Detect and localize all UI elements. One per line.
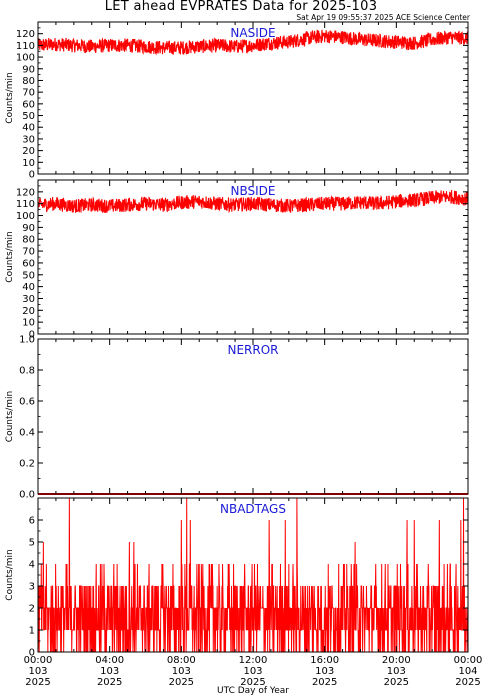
y-tick-label: 5 xyxy=(29,538,35,549)
y-tick-label: 80 xyxy=(22,76,35,87)
y-tick-label: 30 xyxy=(22,134,35,145)
y-tick-label: 30 xyxy=(22,294,35,305)
x-tick-label: 103 xyxy=(243,666,262,677)
x-tick-label: 2025 xyxy=(97,677,122,688)
y-axis-label: Counts/min xyxy=(5,549,15,600)
y-tick-label: 0.2 xyxy=(19,459,35,470)
y-tick-label: 50 xyxy=(22,111,35,122)
x-tick-label: 2025 xyxy=(25,677,50,688)
y-tick-label: 0 xyxy=(29,330,35,341)
y-tick-label: 0.6 xyxy=(19,397,35,408)
y-tick-label: 60 xyxy=(22,99,35,110)
x-tick-label: 20:00 xyxy=(382,655,411,666)
x-tick-label: 12:00 xyxy=(239,655,268,666)
y-tick-label: 90 xyxy=(22,64,35,75)
y-tick-label: 2 xyxy=(29,604,35,615)
panel-label-nbadtags: NBADTAGS xyxy=(220,502,286,516)
x-tick-label: 16:00 xyxy=(310,655,339,666)
x-tick-label: 103 xyxy=(387,666,406,677)
x-axis-label: UTC Day of Year xyxy=(217,686,289,696)
y-tick-label: 100 xyxy=(16,211,35,222)
series-line-nbadtags xyxy=(37,497,469,653)
y-tick-label: 40 xyxy=(22,123,35,134)
y-tick-label: 10 xyxy=(22,158,35,169)
y-tick-label: 110 xyxy=(16,199,35,210)
x-tick-label: 04:00 xyxy=(95,655,124,666)
y-tick-label: 60 xyxy=(22,258,35,269)
y-tick-label: 120 xyxy=(16,29,35,40)
y-tick-label: 3 xyxy=(29,582,35,593)
y-tick-label: 0.0 xyxy=(19,490,35,501)
x-tick-label: 00:00 xyxy=(24,655,53,666)
panel-nbadtags: 0 1 2 3 4 5 6 Counts/min NBADTAGS xyxy=(5,497,469,659)
y-tick-label: 80 xyxy=(22,235,35,246)
y-tick-label: 70 xyxy=(22,247,35,258)
panel-nerror: 0.0 0.2 0.4 0.6 0.8 1.0 Counts/min NERROR xyxy=(5,335,469,501)
y-tick-label: 0 xyxy=(29,648,35,659)
x-tick-label: 103 xyxy=(315,666,334,677)
x-tick-label: 103 xyxy=(28,666,47,677)
y-tick-label: 100 xyxy=(16,53,35,64)
y-axis-label: Counts/min xyxy=(5,391,15,442)
y-axis-label: Counts/min xyxy=(5,231,15,282)
x-tick-label: 2025 xyxy=(240,677,265,688)
y-tick-label: 0 xyxy=(29,170,35,181)
x-tick-label: 08:00 xyxy=(167,655,196,666)
y-tick-label: 50 xyxy=(22,270,35,281)
x-tick-label: 103 xyxy=(172,666,191,677)
panel-label-naside: NASIDE xyxy=(230,26,275,40)
x-tick-label: 2025 xyxy=(312,677,337,688)
y-axis-label: Counts/min xyxy=(5,72,15,123)
y-tick-label: 10 xyxy=(22,318,35,329)
y-tick-label: 20 xyxy=(22,146,35,157)
y-tick-label: 0.8 xyxy=(19,366,35,377)
y-tick-label: 0.4 xyxy=(19,428,35,439)
panel-label-nbside: NBSIDE xyxy=(231,184,276,198)
x-tick-label: 2025 xyxy=(455,677,480,688)
y-tick-label: 20 xyxy=(22,306,35,317)
y-tick-label: 40 xyxy=(22,282,35,293)
y-tick-label: 1 xyxy=(29,626,35,637)
y-tick-label: 6 xyxy=(29,516,35,527)
chart-subtitle: Sat Apr 19 09:55:37 2025 ACE Science Cen… xyxy=(296,13,470,22)
x-tick-label: 00:00 xyxy=(454,655,482,666)
series-line-nbside xyxy=(37,189,469,214)
y-tick-label: 1.0 xyxy=(19,335,35,346)
chart-title: LET ahead EVPRATES Data for 2025-103 xyxy=(104,0,378,14)
panel-label-nerror: NERROR xyxy=(227,343,278,357)
panel-frame xyxy=(37,338,469,495)
y-tick-label: 120 xyxy=(16,187,35,198)
series-line-naside xyxy=(37,29,469,56)
y-tick-label: 110 xyxy=(16,41,35,52)
x-tick-label: 104 xyxy=(458,666,477,677)
x-tick-label: 2025 xyxy=(384,677,409,688)
y-tick-label: 90 xyxy=(22,223,35,234)
y-tick-label: 4 xyxy=(29,560,35,571)
y-tick-label: 70 xyxy=(22,88,35,99)
x-tick-label: 103 xyxy=(100,666,119,677)
x-tick-label: 2025 xyxy=(169,677,194,688)
